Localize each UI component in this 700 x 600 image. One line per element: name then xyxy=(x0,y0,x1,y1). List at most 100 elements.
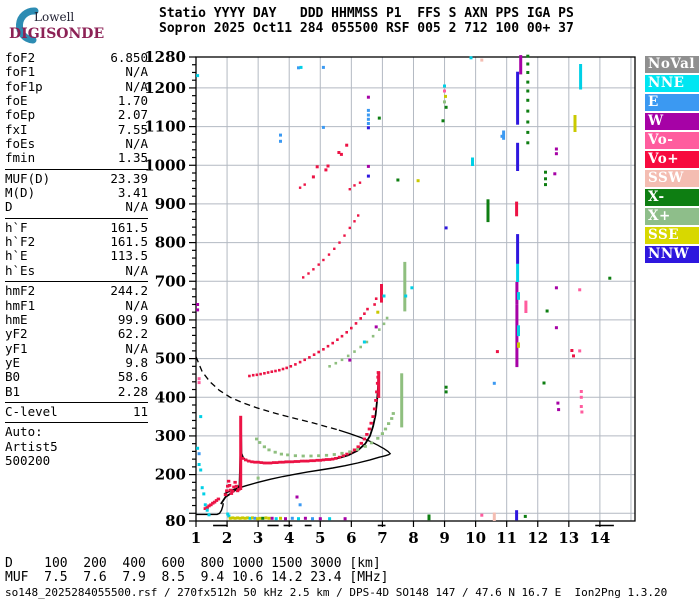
svg-text:9: 9 xyxy=(439,529,449,547)
param-value: 7.55 xyxy=(117,121,148,137)
legend-item-x: X- xyxy=(645,188,699,207)
footer-file-line: so148_2025284055500.rsf / 270fx512h 50 k… xyxy=(5,586,668,599)
o-mode-trace xyxy=(203,371,381,510)
logo-brand-bottom: DIGISONDE xyxy=(9,26,105,42)
param-label: hmF2 xyxy=(5,283,36,299)
footer-muf-row: MUF 7.5 7.6 7.9 8.5 9.4 10.6 14.2 23.4 [… xyxy=(5,570,389,585)
param-value: 58.6 xyxy=(117,369,148,385)
legend-item-w: W xyxy=(645,112,699,131)
param-value: N/A xyxy=(125,136,148,152)
legend-item-vo: Vo- xyxy=(645,131,699,150)
param-value: 161.5 xyxy=(110,219,148,235)
header-values-line: Sopron 2025 Oct11 284 055500 RSF 005 2 7… xyxy=(159,21,574,36)
param-label: MUF(D) xyxy=(5,170,51,186)
param-row-fxi: fxI 7.55 xyxy=(5,121,148,137)
param-label: hmE xyxy=(5,311,28,327)
svg-text:400: 400 xyxy=(155,388,186,406)
param-label: h`Es xyxy=(5,262,36,278)
param-row-fof1: foF1 N/A xyxy=(5,64,148,79)
param-value: 6.850 xyxy=(110,50,148,65)
x-axis-labels: 1 2 3 4 5 6 7 8 9 10 11 12 13 14 xyxy=(191,529,611,547)
param-row-fmin: fmin 1.35 xyxy=(5,150,148,166)
param-label: C-level xyxy=(5,403,58,419)
param-row-fof1p: foF1p N/A xyxy=(5,78,148,94)
param-label: B1 xyxy=(5,383,21,399)
param-label: fmin xyxy=(5,150,36,166)
svg-text:5: 5 xyxy=(315,529,325,547)
svg-text:1280: 1280 xyxy=(144,48,186,66)
svg-text:600: 600 xyxy=(155,311,186,329)
scattered-echo-dots xyxy=(196,54,612,521)
param-row-m-d: M(D) 3.41 xyxy=(5,185,148,201)
param-label: foF2 xyxy=(5,50,36,65)
param-divider xyxy=(5,281,148,283)
param-label: h`E xyxy=(5,248,28,264)
param-row-hmf2: hmF2 244.2 xyxy=(5,283,148,299)
param-label: foE xyxy=(5,93,28,109)
vertical-echo-segments xyxy=(239,55,583,521)
svg-text:900: 900 xyxy=(155,195,186,213)
param-row-yf1: yF1 N/A xyxy=(5,340,148,356)
param-label: D xyxy=(5,199,13,215)
param-divider xyxy=(5,168,148,170)
svg-text:80: 80 xyxy=(165,512,186,530)
svg-text:700: 700 xyxy=(155,272,186,290)
legend-item-e: E xyxy=(645,93,699,112)
param-value: 1.35 xyxy=(117,150,148,166)
param-label: B0 xyxy=(5,369,21,385)
param-value: N/A xyxy=(125,262,148,278)
param-value: 113.5 xyxy=(110,248,148,264)
param-label: foF1p xyxy=(5,78,43,94)
param-value: 2.07 xyxy=(117,107,148,123)
plot-gridlines xyxy=(196,57,635,521)
param-row-h-e: h`E 113.5 xyxy=(5,248,148,264)
svg-text:1100: 1100 xyxy=(144,118,186,136)
legend-item-nnw: NNW xyxy=(645,245,699,264)
param-value: N/A xyxy=(125,199,148,215)
x-mode-trace xyxy=(255,412,395,458)
param-row-ye: yE 9.8 xyxy=(5,354,148,370)
param-value: N/A xyxy=(125,340,148,356)
param-label: h`F2 xyxy=(5,234,36,250)
param-value: N/A xyxy=(125,78,148,94)
param-label: M(D) xyxy=(5,185,36,201)
param-row-yf2: yF2 62.2 xyxy=(5,326,148,341)
svg-text:11: 11 xyxy=(496,529,517,547)
param-value: 11 xyxy=(132,403,148,419)
station-header: Statio YYYY DAY DDD HHMMSS P1 FFS S AXN … xyxy=(159,6,574,36)
param-value: 3.41 xyxy=(117,185,148,201)
svg-text:300: 300 xyxy=(155,427,186,445)
legend-item-nne: NNE xyxy=(645,74,699,93)
svg-text:14: 14 xyxy=(589,529,610,547)
param-label: foEs xyxy=(5,136,36,152)
muf-transmission-curve-solid xyxy=(338,429,392,456)
svg-text:1200: 1200 xyxy=(144,79,186,97)
legend-item-vo: Vo+ xyxy=(645,150,699,169)
svg-text:200: 200 xyxy=(155,466,186,484)
plot-axes xyxy=(189,56,636,527)
svg-text:1: 1 xyxy=(191,529,201,547)
param-label: yE xyxy=(5,354,21,370)
param-row-hmf1: hmF1 N/A xyxy=(5,298,148,313)
param-row-artist5: Artist5 xyxy=(5,439,148,454)
svg-text:800: 800 xyxy=(155,234,186,252)
svg-text:8: 8 xyxy=(408,529,418,547)
param-row-foes: foEs N/A xyxy=(5,136,148,152)
svg-text:13: 13 xyxy=(558,529,579,547)
parameter-panel: foF2 6.850 foF1 N/A foF1p N/A foE 1.70 foEp 2.07 f… xyxy=(5,50,148,468)
param-row-auto: Auto: xyxy=(5,424,148,439)
param-label: yF1 xyxy=(5,340,28,356)
artist-fit-line xyxy=(220,372,380,505)
param-label: h`F xyxy=(5,219,28,235)
param-divider xyxy=(5,422,148,424)
param-row-d: D N/A xyxy=(5,199,148,215)
crescent-logo-icon xyxy=(15,7,39,44)
param-row-foe: foE 1.70 xyxy=(5,93,148,109)
footer-d-row: D 100 200 400 600 800 1000 1500 3000 [km… xyxy=(5,556,381,571)
true-height-profile-f xyxy=(223,453,390,495)
svg-text:10: 10 xyxy=(465,529,486,547)
param-row-muf-d: MUF(D) 23.39 xyxy=(5,170,148,186)
param-divider xyxy=(5,217,148,219)
param-row-b0: B0 58.6 xyxy=(5,369,148,385)
